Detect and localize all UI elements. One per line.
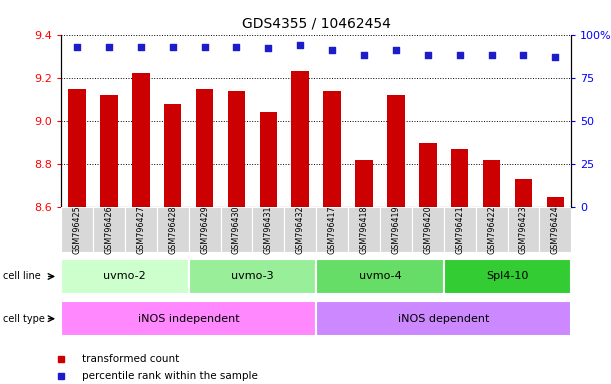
Bar	[316, 207, 348, 252]
Text: cell line: cell line	[3, 271, 41, 281]
Point	[391, 47, 401, 53]
Text: GSM796419: GSM796419	[392, 205, 400, 254]
Bar	[316, 301, 571, 336]
Text: GSM796432: GSM796432	[296, 205, 305, 254]
Point	[72, 44, 82, 50]
Text: GSM796417: GSM796417	[327, 205, 337, 254]
Point	[359, 52, 369, 58]
Text: GSM796424: GSM796424	[551, 205, 560, 254]
Bar	[412, 207, 444, 252]
Bar	[260, 113, 277, 207]
Text: GSM796422: GSM796422	[487, 205, 496, 254]
Text: percentile rank within the sample: percentile rank within the sample	[82, 371, 258, 381]
Text: GSM796430: GSM796430	[232, 205, 241, 254]
Text: GSM796421: GSM796421	[455, 205, 464, 254]
Bar	[189, 259, 316, 294]
Bar	[316, 259, 444, 294]
Bar	[444, 207, 475, 252]
Bar	[221, 207, 252, 252]
Bar	[157, 207, 189, 252]
Text: GSM796431: GSM796431	[264, 205, 273, 254]
Text: GSM796429: GSM796429	[200, 205, 209, 254]
Text: uvmo-2: uvmo-2	[103, 271, 146, 281]
Bar	[100, 95, 118, 207]
Point	[455, 52, 464, 58]
Bar	[540, 207, 571, 252]
Bar	[348, 207, 380, 252]
Bar	[61, 301, 316, 336]
Bar	[196, 89, 213, 207]
Bar	[475, 207, 508, 252]
Point	[232, 44, 241, 50]
Point	[200, 44, 210, 50]
Text: GSM796427: GSM796427	[136, 205, 145, 254]
Text: GSM796418: GSM796418	[359, 205, 368, 254]
Text: GSM796428: GSM796428	[168, 205, 177, 254]
Bar	[61, 207, 93, 252]
Point	[423, 52, 433, 58]
Bar	[189, 207, 221, 252]
Point	[263, 45, 273, 51]
Point	[168, 44, 178, 50]
Bar	[355, 160, 373, 207]
Bar	[387, 95, 404, 207]
Bar	[444, 259, 571, 294]
Bar	[451, 149, 469, 207]
Bar	[93, 207, 125, 252]
Bar	[514, 179, 532, 207]
Point	[104, 44, 114, 50]
Text: GSM796423: GSM796423	[519, 205, 528, 254]
Text: transformed count: transformed count	[82, 354, 180, 364]
Point	[487, 52, 497, 58]
Text: GSM796420: GSM796420	[423, 205, 433, 254]
Bar	[228, 91, 245, 207]
Bar	[291, 71, 309, 207]
Bar	[323, 91, 341, 207]
Text: iNOS dependent: iNOS dependent	[398, 314, 489, 324]
Text: uvmo-4: uvmo-4	[359, 271, 401, 281]
Point	[519, 52, 529, 58]
Text: iNOS independent: iNOS independent	[138, 314, 240, 324]
Point	[136, 44, 145, 50]
Text: GSM796426: GSM796426	[104, 205, 114, 254]
Bar	[252, 207, 284, 252]
Bar	[68, 89, 86, 207]
Point	[327, 47, 337, 53]
Text: Spl4-10: Spl4-10	[486, 271, 529, 281]
Bar	[380, 207, 412, 252]
Bar	[164, 104, 181, 207]
Text: GSM796425: GSM796425	[73, 205, 81, 254]
Bar	[419, 142, 437, 207]
Bar	[284, 207, 316, 252]
Bar	[547, 197, 564, 207]
Bar	[483, 160, 500, 207]
Point	[551, 54, 560, 60]
Point	[295, 42, 305, 48]
Text: cell type: cell type	[3, 314, 45, 324]
Bar	[508, 207, 540, 252]
Text: uvmo-3: uvmo-3	[231, 271, 274, 281]
Bar	[125, 207, 157, 252]
Bar	[132, 73, 150, 207]
Title: GDS4355 / 10462454: GDS4355 / 10462454	[242, 17, 390, 31]
Bar	[61, 259, 189, 294]
